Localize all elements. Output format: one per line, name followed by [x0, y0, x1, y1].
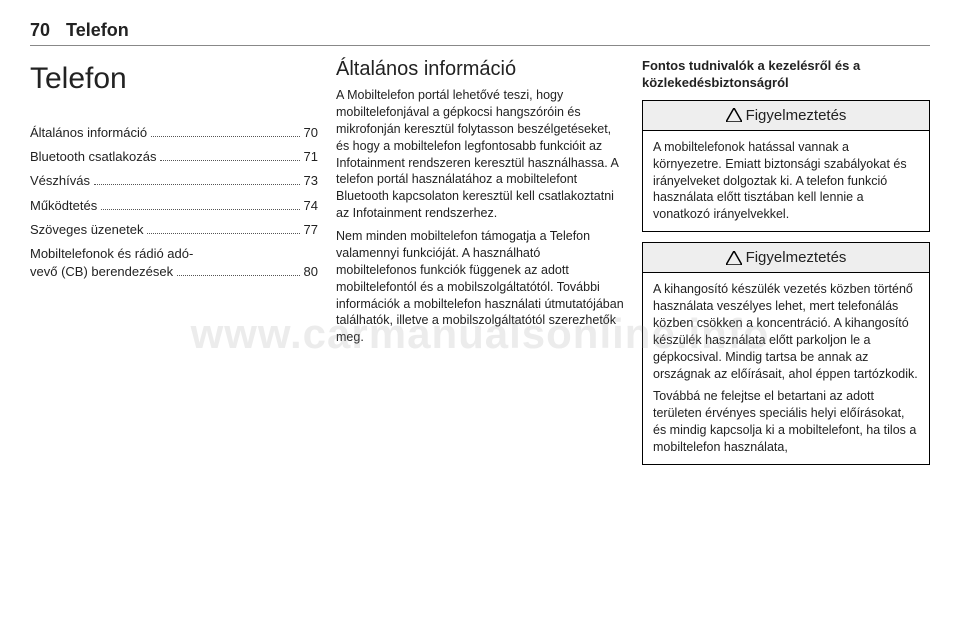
content-columns: Telefon Általános információ 70 Bluetoot… — [30, 56, 930, 616]
toc-entry: Működtetés 74 — [30, 197, 318, 215]
toc-label-line2: vevő (CB) berendezések — [30, 263, 173, 281]
column-warnings: Fontos tudnivalók a kezelésről és a közl… — [642, 56, 930, 616]
warning-body-2: A kihangosító készülék vezetés közben tö… — [643, 273, 929, 464]
toc-leader — [101, 209, 299, 210]
warning-box-2: Figyelmeztetés A kihangosító készülék ve… — [642, 242, 930, 465]
warning-label: Figyelmeztetés — [746, 107, 847, 124]
general-info-para1: A Mobiltelefon portál lehetővé teszi, ho… — [336, 87, 624, 222]
warning-2-para2: Továbbá ne felejtse el betartani az adot… — [653, 388, 919, 456]
toc-label: Vészhívás — [30, 172, 90, 190]
general-info-para2: Nem minden mobiltelefon támogatja a Tele… — [336, 228, 624, 346]
column-general-info: Általános információ A Mobiltelefon port… — [336, 56, 624, 616]
warning-body-1: A mobiltelefonok hatással vannak a körny… — [643, 131, 929, 231]
column-toc: Telefon Általános információ 70 Bluetoot… — [30, 56, 318, 616]
toc-entry: Vészhívás 73 — [30, 172, 318, 190]
warning-title: Figyelmeztetés — [643, 101, 929, 131]
warning-title: Figyelmeztetés — [643, 243, 929, 273]
toc-entry: Szöveges üzenetek 77 — [30, 221, 318, 239]
toc-label: Működtetés — [30, 197, 97, 215]
toc-leader — [177, 275, 299, 276]
general-info-title: Általános információ — [336, 58, 624, 81]
warning-2-para1: A kihangosító készülék vezetés közben tö… — [653, 281, 919, 382]
page-header: 70 Telefon — [30, 20, 930, 46]
warning-box-1: Figyelmeztetés A mobiltelefonok hatással… — [642, 100, 930, 232]
toc-page: 74 — [304, 197, 318, 215]
toc-leader — [151, 136, 299, 137]
warning-triangle-icon — [726, 108, 742, 122]
toc-label: Bluetooth csatlakozás — [30, 148, 156, 166]
toc-entry-multiline: Mobiltelefonok és rádió adó- vevő (CB) b… — [30, 245, 318, 281]
warning-triangle-icon — [726, 251, 742, 265]
toc-label-line1: Mobiltelefonok és rádió adó- — [30, 245, 318, 263]
warning-label: Figyelmeztetés — [746, 249, 847, 266]
toc-leader — [147, 233, 299, 234]
header-section-title: Telefon — [66, 20, 129, 41]
page-number: 70 — [30, 20, 50, 41]
toc-label: Szöveges üzenetek — [30, 221, 143, 239]
manual-page: 70 Telefon Telefon Általános információ … — [0, 0, 960, 642]
toc-entry: Bluetooth csatlakozás 71 — [30, 148, 318, 166]
safety-heading: Fontos tudnivalók a kezelésről és a közl… — [642, 58, 930, 92]
toc-page: 80 — [304, 263, 318, 281]
toc-entry: Általános információ 70 — [30, 124, 318, 142]
toc-label: Általános információ — [30, 124, 147, 142]
toc-leader — [94, 184, 300, 185]
chapter-title: Telefon — [30, 62, 318, 96]
toc-page: 70 — [304, 124, 318, 142]
toc-page: 73 — [304, 172, 318, 190]
toc-page: 71 — [304, 148, 318, 166]
toc-page: 77 — [304, 221, 318, 239]
toc-leader — [160, 160, 299, 161]
